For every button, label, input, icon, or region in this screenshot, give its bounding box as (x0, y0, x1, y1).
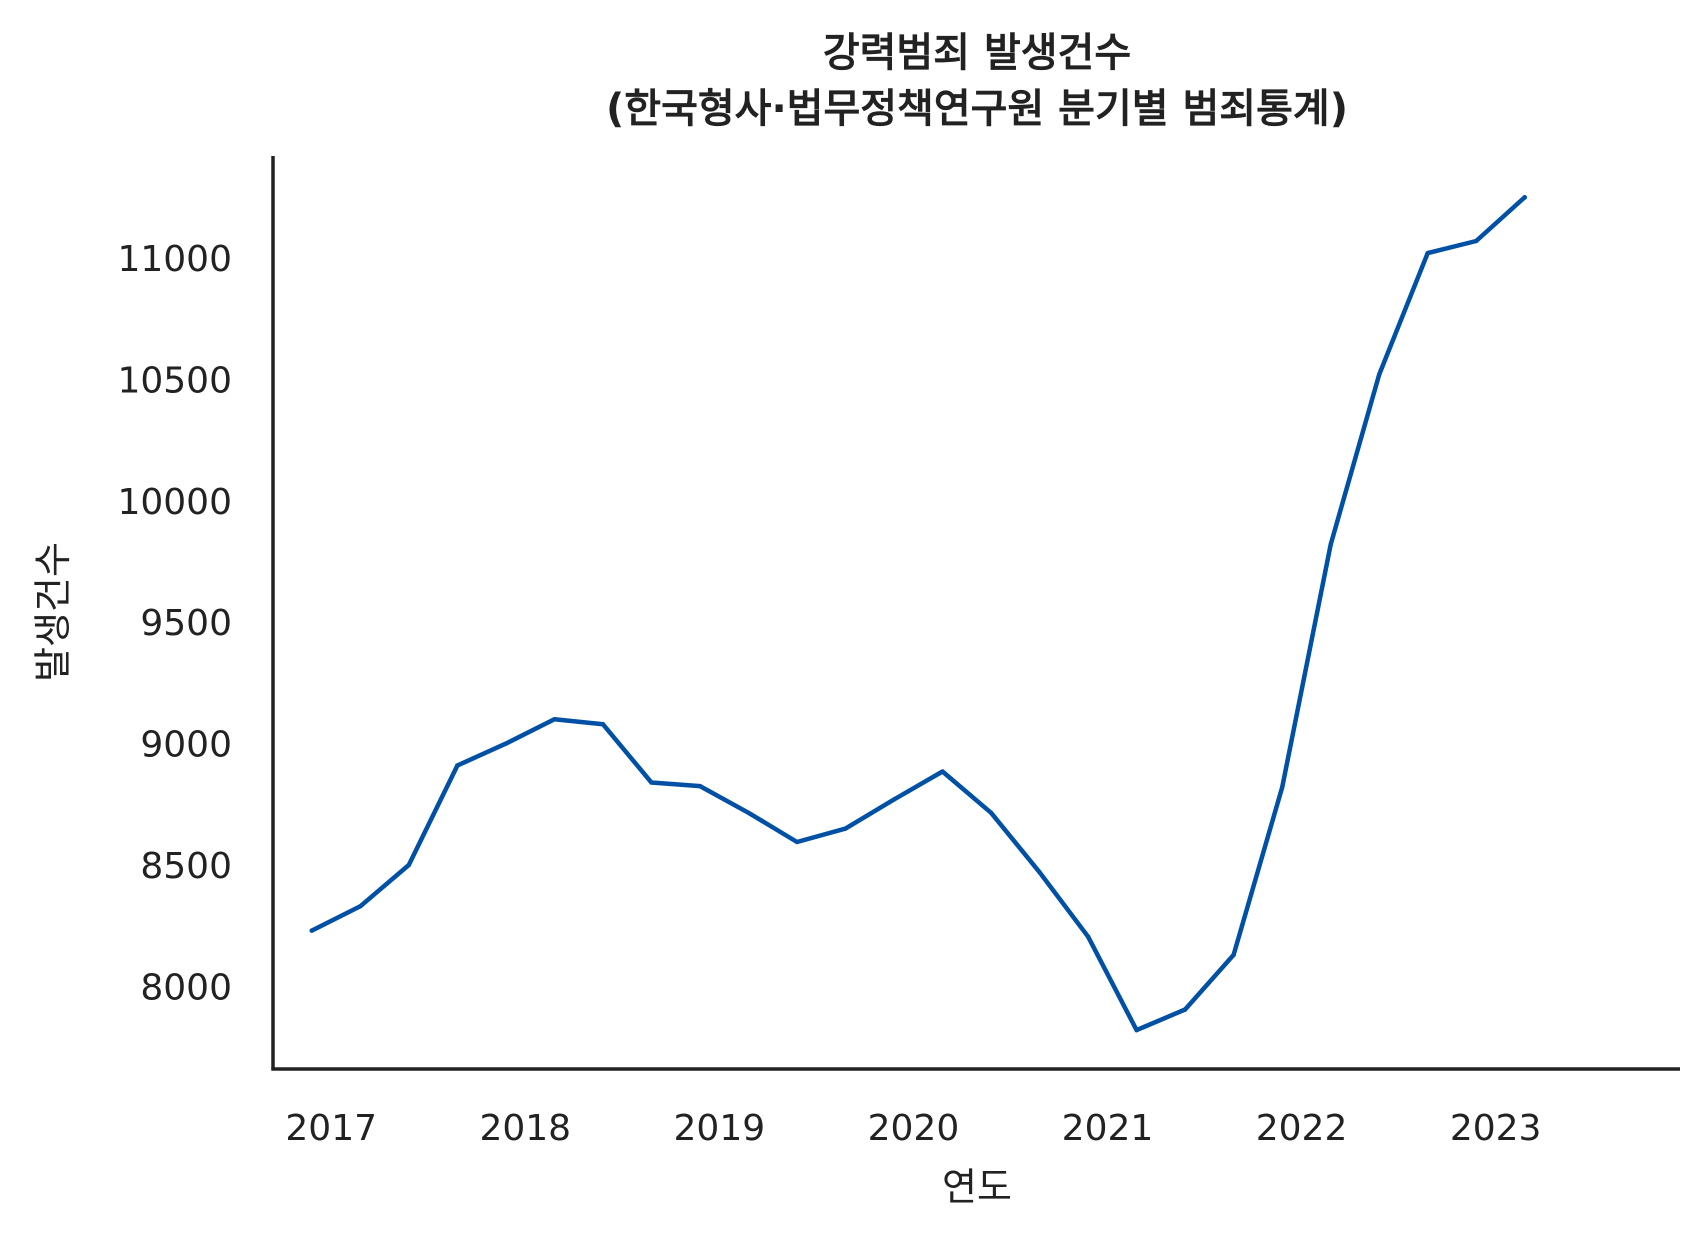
x-tick-label: 2020 (868, 1108, 960, 1149)
x-tick-label: 2023 (1450, 1108, 1542, 1149)
x-tick-label: 2017 (285, 1108, 377, 1149)
data-point (358, 904, 363, 909)
x-axis-label: 연도 (942, 1165, 1012, 1209)
data-point (1328, 542, 1333, 547)
y-axis-label: 발생건수 (31, 542, 75, 682)
data-point (1376, 372, 1382, 377)
x-tick-label: 2022 (1256, 1108, 1348, 1149)
data-point (1085, 934, 1091, 939)
data-point (794, 839, 800, 845)
data-point (1522, 195, 1527, 200)
data-point (406, 862, 412, 868)
data-point (746, 810, 751, 816)
x-tick-label: 2018 (479, 1108, 571, 1149)
data-point (940, 769, 945, 774)
x-tick-label: 2019 (674, 1108, 766, 1149)
data-point (1182, 1007, 1188, 1012)
y-tick-label: 10000 (117, 482, 232, 523)
data-point (1425, 250, 1430, 256)
y-tick-label: 9500 (140, 603, 232, 644)
chart-title-line-1: 강력범죄 발생건수 (823, 30, 1131, 76)
data-point (697, 783, 703, 789)
data-point (988, 810, 994, 816)
y-tick-label: 10500 (117, 360, 232, 401)
data-point (1134, 1027, 1139, 1033)
data-point (891, 797, 897, 802)
series-layer (309, 195, 1527, 1033)
data-point (503, 741, 509, 746)
data-point (843, 826, 848, 831)
chart-title: 강력범죄 발생건수 (한국형사·법무정책연구원 분기별 범죄통계) (606, 30, 1348, 132)
data-point (600, 721, 606, 727)
data-point (552, 717, 557, 722)
data-point (1474, 238, 1479, 244)
data-point (1231, 952, 1236, 958)
y-tick-label: 9000 (140, 725, 232, 766)
y-tick-label: 11000 (117, 239, 232, 280)
data-point (649, 780, 654, 785)
series-line (309, 195, 1527, 1033)
data-point (1037, 870, 1042, 875)
chart-title-line-2: (한국형사·법무정책연구원 분기별 범죄통계) (606, 86, 1348, 132)
data-point (1279, 785, 1285, 790)
data-point (309, 928, 315, 933)
data-point (455, 763, 460, 768)
y-tick-label: 8000 (140, 967, 232, 1008)
y-axis-ticks: 8000 8500 9000 9500 10000 10500 11000 (117, 239, 232, 1008)
x-axis-ticks: 2017 2018 2019 2020 2021 2022 2023 (285, 1108, 1541, 1149)
x-tick-label: 2021 (1062, 1108, 1154, 1149)
y-tick-label: 8500 (140, 846, 232, 887)
